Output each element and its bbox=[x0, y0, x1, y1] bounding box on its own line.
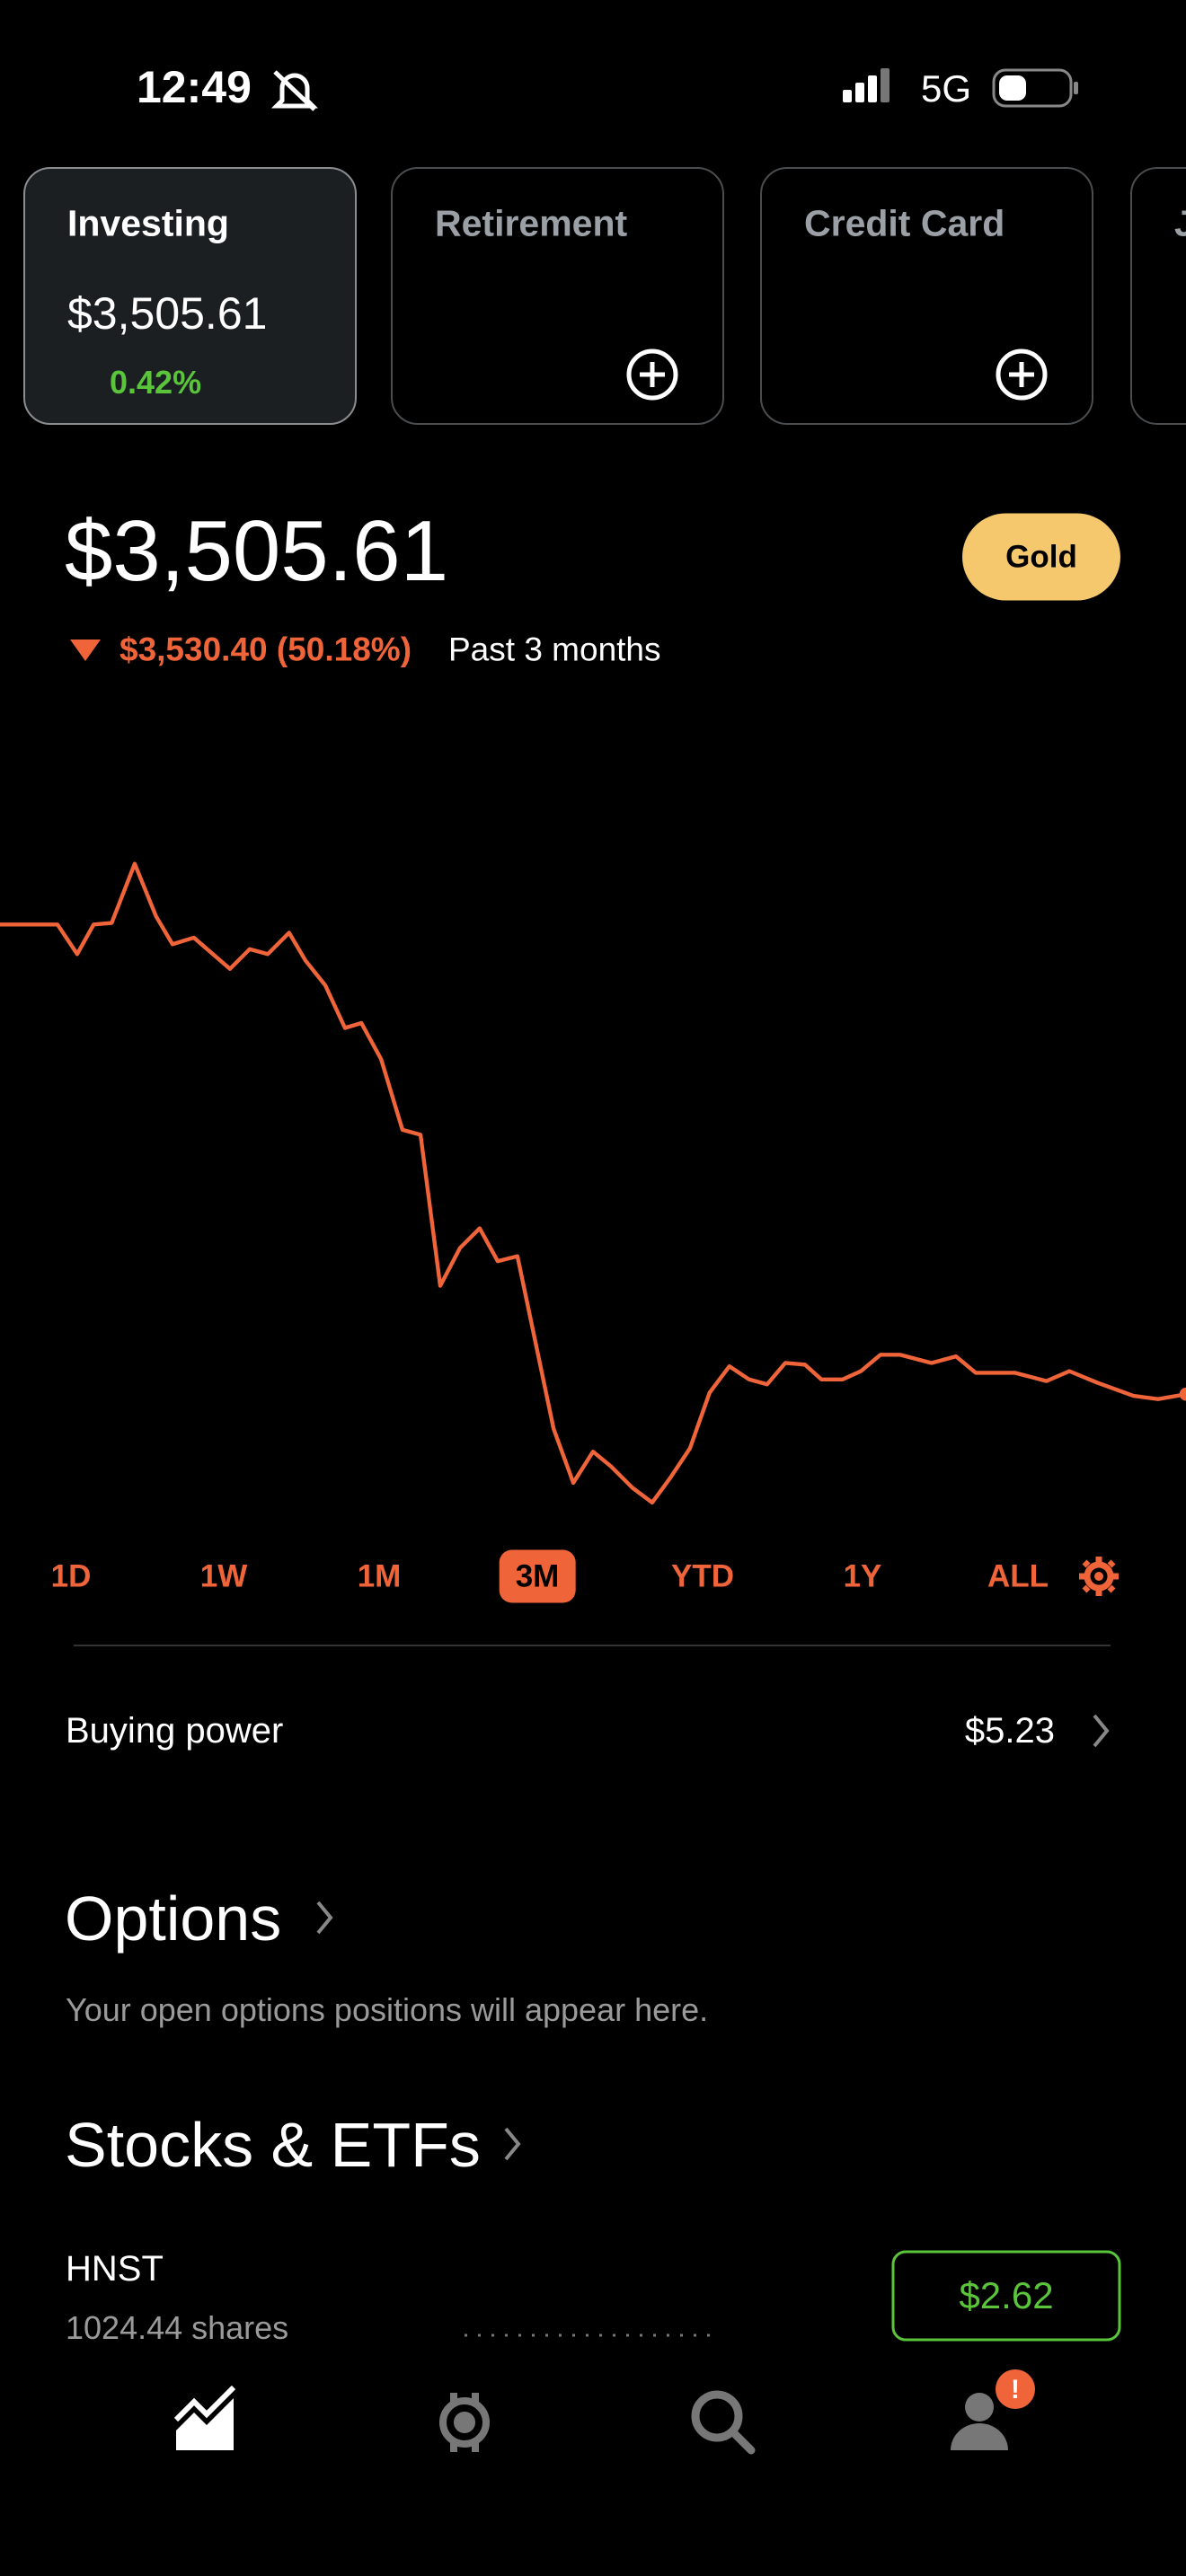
gold-badge[interactable]: Gold bbox=[962, 513, 1120, 601]
chevron[interactable] bbox=[316, 1901, 333, 1935]
range-button[interactable]: 1D bbox=[50, 1558, 92, 1594]
range-button[interactable]: ALL bbox=[987, 1558, 1049, 1594]
badge bbox=[996, 2369, 1035, 2409]
nav-search-icon[interactable] bbox=[691, 2390, 756, 2455]
card-title: Retirement bbox=[435, 202, 628, 244]
buying-power-value: $5.23 bbox=[964, 1711, 1055, 1751]
symbol[interactable]: HNST bbox=[66, 2249, 164, 2289]
portfolio-value: $3,505.61 bbox=[65, 503, 449, 599]
card-change: 0.42% bbox=[110, 364, 202, 401]
account-card[interactable]: Retirement bbox=[391, 167, 724, 425]
badge-text: ! bbox=[1011, 2375, 1020, 2404]
nav-investing-icon[interactable] bbox=[173, 2385, 236, 2450]
down-arrow bbox=[70, 640, 101, 661]
card-title: J bbox=[1174, 202, 1186, 244]
chevron[interactable] bbox=[1093, 1714, 1110, 1748]
nav-crypto-icon[interactable] bbox=[439, 2393, 490, 2452]
clock: 12:49 bbox=[137, 62, 252, 112]
price[interactable]: $2.62 bbox=[959, 2274, 1054, 2316]
range-button[interactable]: 3M bbox=[499, 1549, 576, 1603]
account-card[interactable]: Investing $3,505.61 0.42% bbox=[23, 167, 357, 425]
portfolio-period: Past 3 months bbox=[448, 631, 661, 668]
range-button[interactable]: YTD bbox=[671, 1558, 734, 1594]
price-box[interactable] bbox=[891, 2250, 1121, 2342]
card-value: $3,505.61 bbox=[67, 288, 268, 339]
shares: 1024.44 shares bbox=[66, 2309, 289, 2346]
account-card[interactable]: Credit Card bbox=[760, 167, 1093, 425]
range-button[interactable]: 1Y bbox=[843, 1558, 882, 1594]
nav-account-icon[interactable] bbox=[951, 2393, 1008, 2450]
section-title[interactable]: Options bbox=[65, 1883, 282, 1954]
chevron[interactable] bbox=[504, 2127, 521, 2161]
performance-line bbox=[0, 861, 1186, 1505]
add-icon[interactable] bbox=[996, 348, 1048, 401]
card-title: Credit Card bbox=[804, 202, 1005, 244]
section-title[interactable]: Stocks & ETFs bbox=[65, 2110, 481, 2180]
account-card[interactable]: J bbox=[1130, 167, 1186, 425]
silent-icon bbox=[270, 70, 319, 111]
buying-power-label: Buying power bbox=[66, 1711, 284, 1751]
network: 5G bbox=[921, 67, 972, 110]
range-button[interactable]: 1M bbox=[357, 1558, 402, 1594]
signal-icon bbox=[843, 68, 890, 102]
battery-icon bbox=[992, 68, 1078, 108]
portfolio-change: $3,530.40 (50.18%) bbox=[119, 631, 412, 668]
add-icon[interactable] bbox=[626, 348, 678, 401]
settings-icon[interactable] bbox=[1079, 1557, 1119, 1596]
empty-message: Your open options positions will appear … bbox=[66, 1991, 709, 2028]
card-title: Investing bbox=[67, 202, 229, 244]
range-button[interactable]: 1W bbox=[199, 1558, 248, 1594]
